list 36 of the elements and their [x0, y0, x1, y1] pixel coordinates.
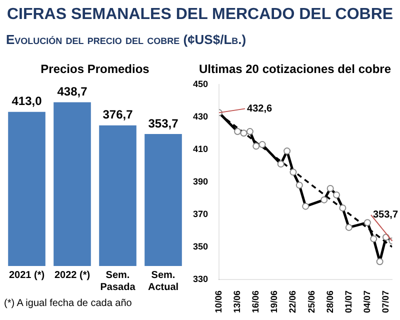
- x-tick-label: 13/06: [232, 290, 242, 314]
- data-label: 353,7: [148, 116, 179, 130]
- bar: [8, 112, 46, 266]
- text: Evolución del precio del cobre (¢US$/Lb.): [6, 32, 246, 47]
- text: CIFRAS SEMANALES DEL MERCADO DEL COBRE: [6, 6, 394, 24]
- y-tick-label: 370: [192, 208, 208, 219]
- y-tick-label: 430: [192, 111, 208, 122]
- x-tick-label: 16/06: [250, 290, 261, 314]
- bar: [99, 125, 136, 266]
- y-tick-label: 330: [192, 274, 208, 284]
- annotation: 432,6: [247, 103, 272, 114]
- x-tick-label: 2021 (*): [8, 270, 45, 281]
- chart-title: Ultimas 20 cotizaciones del cobre: [198, 62, 392, 76]
- x-tick-label: 2022 (*): [54, 270, 90, 281]
- annotation: 353,7: [372, 210, 398, 221]
- x-tick-label: 07/07: [380, 290, 390, 314]
- x-tick-label: 10/06: [214, 290, 224, 314]
- x-tick-label: Sem. Actual: [148, 270, 179, 293]
- text: (*) A igual fecha de cada año: [4, 298, 132, 309]
- x-tick-label: 19/06: [269, 290, 280, 314]
- x-tick-label: Sem. Pasada: [100, 270, 136, 293]
- data-label: 376,7: [102, 108, 134, 122]
- chart-title: Precios Promedios: [40, 62, 150, 76]
- y-tick-label: 450: [192, 78, 208, 89]
- x-tick-label: 28/06: [324, 290, 335, 314]
- data-label: 413,0: [12, 94, 42, 108]
- x-tick-label: 04/07: [362, 290, 372, 314]
- y-tick-label: 410: [192, 144, 208, 154]
- y-tick-label: 350: [192, 241, 208, 252]
- bar: [54, 102, 91, 266]
- x-tick-label: 25/06: [306, 290, 316, 314]
- x-tick-label: 22/06: [288, 290, 298, 314]
- x-tick-label: 01/07: [343, 290, 354, 314]
- y-tick-label: 390: [192, 176, 208, 186]
- data-label: 438,7: [57, 84, 88, 99]
- bar: [144, 134, 182, 266]
